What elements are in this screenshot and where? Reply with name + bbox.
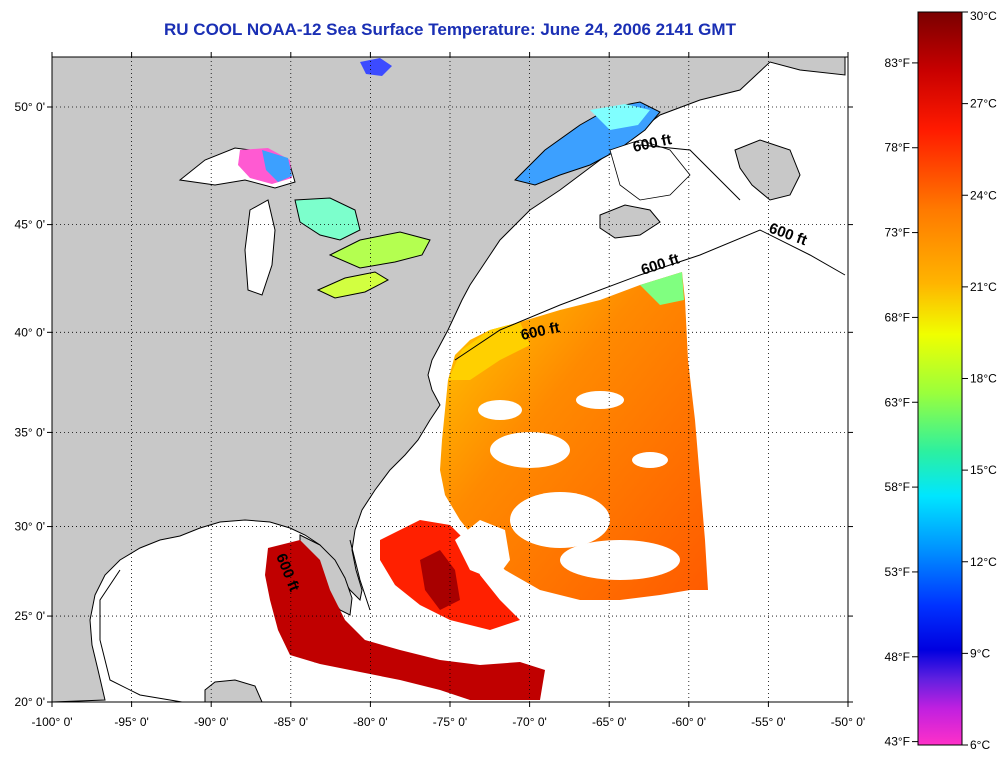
celsius-label: 9°C [970, 646, 990, 660]
gulf-cool-patch [590, 104, 650, 130]
celsius-label: 12°C [970, 555, 997, 569]
lon-tick-label: -85° 0' [274, 715, 308, 729]
map-title: RU COOL NOAA-12 Sea Surface Temperature:… [164, 20, 736, 39]
lon-tick-label: -75° 0' [433, 715, 467, 729]
lon-tick-label: -70° 0' [512, 715, 546, 729]
celsius-label: 30°C [970, 9, 997, 23]
fahrenheit-label: 58°F [885, 480, 910, 494]
land-newfoundland [734, 139, 801, 201]
fahrenheit-label: 73°F [885, 226, 910, 240]
colorbar-scale: 30°C 27°C 24°C 21°C 18°C 15°C 12°C 9°C 6°C 83°F 78… [885, 9, 998, 752]
celsius-label: 24°C [970, 188, 997, 202]
fahrenheit-label: 68°F [885, 310, 910, 324]
longitude-axis: -100° 0' -95° 0' -90° 0' -85° 0' -80° 0' -75°… [31, 52, 865, 729]
lat-tick-label: 45° 0' [15, 218, 45, 232]
sst-gulf-caribbean [265, 540, 545, 700]
colorbar [917, 11, 963, 746]
cloud-patches [478, 391, 680, 580]
lon-tick-label: -65° 0' [592, 715, 626, 729]
lat-tick-label: 40° 0' [15, 325, 45, 339]
fahrenheit-label: 53°F [885, 565, 910, 579]
celsius-label: 27°C [970, 97, 997, 111]
lat-tick-label: 30° 0' [15, 520, 45, 534]
lat-tick-label: 35° 0' [15, 425, 45, 439]
fahrenheit-label: 43°F [885, 735, 910, 749]
great-lakes [178, 147, 431, 299]
celsius-label: 21°C [970, 280, 997, 294]
lon-tick-label: -80° 0' [353, 715, 387, 729]
lat-tick-label: 25° 0' [15, 609, 45, 623]
fahrenheit-label: 63°F [885, 395, 910, 409]
fahrenheit-label: 83°F [885, 56, 910, 70]
fahrenheit-label: 48°F [885, 650, 910, 664]
land-yucatan [204, 679, 263, 702]
lon-tick-label: -50° 0' [831, 715, 865, 729]
gulf-cloud [609, 139, 691, 201]
fahrenheit-label: 78°F [885, 141, 910, 155]
sst-cool-patch [640, 272, 684, 305]
cloud-bahamas [455, 520, 510, 580]
hudson-bay-fragment [360, 58, 392, 76]
lon-tick-label: -100° 0' [31, 715, 72, 729]
celsius-label: 6°C [970, 738, 990, 752]
lat-tick-label: 20° 0' [15, 695, 45, 709]
celsius-label: 18°C [970, 372, 997, 386]
latitude-axis: 50° 0' 45° 0' 40° 0' 35° 0' 30° 0' 25° 0' 20° … [15, 100, 853, 709]
lon-tick-label: -90° 0' [194, 715, 228, 729]
lon-tick-label: -55° 0' [751, 715, 785, 729]
land-nova-scotia [599, 204, 661, 239]
lon-tick-label: -60° 0' [672, 715, 706, 729]
lon-tick-label: -95° 0' [114, 715, 148, 729]
celsius-label: 15°C [970, 463, 997, 477]
lat-tick-label: 50° 0' [15, 100, 45, 114]
isobath-600ft [99, 144, 846, 702]
graticule [52, 57, 848, 702]
sst-warm-shelf [448, 322, 530, 380]
